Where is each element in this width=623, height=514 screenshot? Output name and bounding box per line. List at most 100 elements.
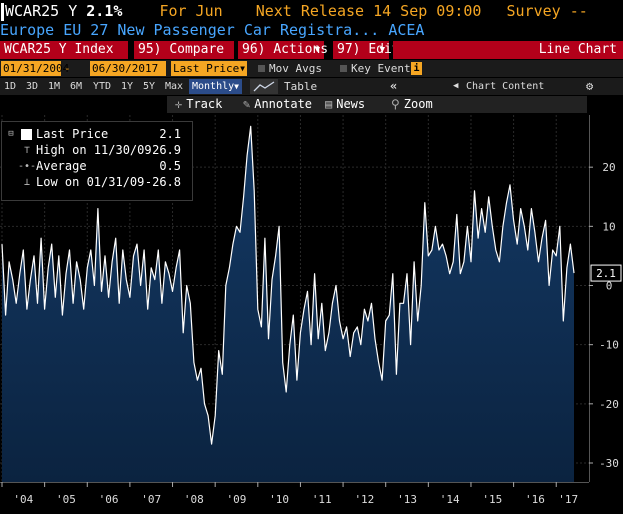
security-description: Europe EU 27 New Passenger Car Registra.… <box>0 21 425 39</box>
high-marker-icon: ⊤ <box>23 145 31 156</box>
legend-label: High on 11/30/09 <box>36 143 152 157</box>
y-tick-label: -30 <box>599 457 619 470</box>
legend-value: -26.8 <box>144 175 181 189</box>
security-header: WCAR25 Y 2.1% For Jun Next Release 14 Se… <box>0 0 623 22</box>
y-axis-panel <box>589 115 623 510</box>
y-tick-label: 10 <box>602 220 615 233</box>
news-button[interactable]: ▤ News <box>325 96 365 113</box>
ticker-symbol: WCAR25 Y <box>5 2 78 20</box>
date-range-toolbar: 01/31/2004 - 06/30/2017 Last Price ▼ Mov … <box>0 60 623 77</box>
annotate-button[interactable]: ✎ Annotate <box>243 96 312 113</box>
index-label-button[interactable]: WCAR25 Y Index <box>0 41 128 59</box>
mov-avgs-checkbox[interactable] <box>258 65 265 72</box>
legend-row-average: -•- Average 0.5 <box>5 160 187 173</box>
period-max[interactable]: Max <box>165 81 184 92</box>
compare-label: Compare <box>169 42 225 57</box>
cursor-bar <box>1 2 4 21</box>
x-tick-label: '06 <box>99 493 119 506</box>
y-tick-label: -10 <box>599 339 619 352</box>
period-1m[interactable]: 1M <box>48 81 61 92</box>
last-value-label: 2.1 <box>596 267 616 280</box>
end-date-input[interactable]: 06/30/2017 <box>90 61 166 76</box>
edit-button[interactable]: 97) Edit ▼ <box>333 41 400 59</box>
news-icon: ▤ <box>325 97 333 111</box>
edit-label: Edit <box>368 42 400 57</box>
series-line <box>1 125 575 445</box>
menu-bar: WCAR25 Y Index 95) Compare 96) Actions ▼ … <box>0 41 623 59</box>
average-marker-icon: -•- <box>18 161 37 172</box>
legend-label: Average <box>36 159 87 173</box>
x-tick-label: '12 <box>354 493 374 506</box>
collapse-left-icon[interactable]: « <box>390 79 398 93</box>
mov-avgs-label: Mov Avgs <box>269 62 322 75</box>
x-tick-label: '16 <box>525 493 545 506</box>
crosshair-icon: ✛ <box>175 97 183 111</box>
y-tick-label: 0 <box>606 280 613 293</box>
collapse-icon[interactable]: ⊟ <box>8 129 14 139</box>
period-1d[interactable]: 1D <box>4 81 17 92</box>
x-tick-label: '13 <box>397 493 417 506</box>
table-button[interactable]: Table <box>284 80 318 93</box>
edit-num: 97) <box>337 42 361 57</box>
x-tick-label: '04 <box>13 493 33 506</box>
period-5y[interactable]: 5Y <box>143 81 156 92</box>
dropdown-arrow-icon: ▼ <box>240 64 245 73</box>
dropdown-arrow-icon: ▼ <box>234 82 239 91</box>
legend-label: Low on 01/31/09 <box>36 175 145 189</box>
x-tick-label: '15 <box>482 493 502 506</box>
chart-legend: ⊟ Last Price 2.1 ⊤ High on 11/30/09 26.9… <box>1 121 193 201</box>
period-6m[interactable]: 6M <box>70 81 83 92</box>
pencil-icon: ✎ <box>243 97 251 111</box>
compare-button[interactable]: 95) Compare <box>134 41 234 59</box>
zoom-button[interactable]: ⚲ Zoom <box>391 96 433 113</box>
x-tick-label: '11 <box>312 493 332 506</box>
period-toolbar: 1D 3D 1M 6M YTD 1Y 5Y Max Monthly ▼ Table… <box>0 78 623 95</box>
x-tick-label: '05 <box>56 493 76 506</box>
period-ytd[interactable]: YTD <box>93 81 112 92</box>
index-label: WCAR25 Y Index <box>4 42 114 57</box>
chart-type-text: Line Chart <box>538 42 617 57</box>
legend-label: Last Price <box>36 127 109 141</box>
survey-value: Survey -- <box>506 2 588 20</box>
field-select[interactable]: Last Price ▼ <box>171 61 247 76</box>
news-label: News <box>336 97 366 111</box>
y-tick-label: 20 <box>602 161 615 174</box>
track-label: Track <box>186 97 223 111</box>
line-chart-icon <box>253 81 275 92</box>
key-events-label: Key Events <box>351 62 418 75</box>
gear-icon[interactable]: ⚙ <box>586 79 594 93</box>
x-tick-label: '14 <box>440 493 460 506</box>
chart-tools-toolbar: ✛ Track ✎ Annotate ▤ News ⚲ Zoom <box>167 96 587 113</box>
chart-svg: 3020100-10-20-302.1'04'05'06'07'08'09'10… <box>0 102 623 510</box>
last-value-badge <box>590 264 622 282</box>
low-marker-icon: ⊥ <box>23 177 31 188</box>
key-events-checkbox[interactable] <box>340 65 347 72</box>
date-separator: - <box>64 62 71 75</box>
dropdown-arrow-icon: ▼ <box>314 45 320 55</box>
release-period: For Jun <box>159 2 223 20</box>
zoom-icon: ⚲ <box>391 97 400 111</box>
ticker-value: 2.1% <box>86 2 123 20</box>
x-tick-label: '07 <box>141 493 161 506</box>
x-tick-label: '10 <box>269 493 289 506</box>
period-3d[interactable]: 3D <box>26 81 39 92</box>
actions-button[interactable]: 96) Actions ▼ <box>238 41 328 59</box>
chart-content-button[interactable]: Chart Content <box>466 81 545 92</box>
series-color-swatch <box>21 129 32 140</box>
series-area <box>2 126 574 483</box>
annotate-label: Annotate <box>254 97 313 111</box>
line-chart-toggle[interactable] <box>250 79 278 94</box>
y-tick-label: -20 <box>599 398 619 411</box>
chart-content-arrow-icon: ◀ <box>453 81 459 91</box>
start-date-input[interactable]: 01/31/2004 <box>1 61 70 76</box>
frequency-select[interactable]: Monthly ▼ <box>189 79 242 94</box>
x-tick-label: '17 <box>558 493 578 506</box>
x-tick-label: '08 <box>184 493 204 506</box>
legend-row-low: ⊥ Low on 01/31/09 -26.8 <box>5 176 187 189</box>
legend-value: 2.1 <box>159 127 181 141</box>
actions-num: 96) <box>242 42 266 57</box>
chart-area[interactable]: 3020100-10-20-302.1'04'05'06'07'08'09'10… <box>0 102 623 510</box>
info-icon[interactable]: i <box>411 62 422 75</box>
track-button[interactable]: ✛ Track <box>175 96 222 113</box>
period-1y[interactable]: 1Y <box>121 81 134 92</box>
